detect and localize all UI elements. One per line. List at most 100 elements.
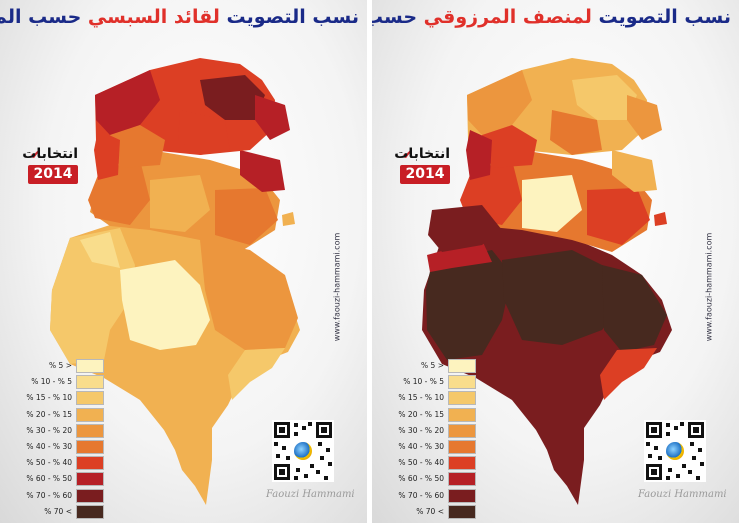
- logo-text: انتخابات: [22, 146, 78, 162]
- map-region-kef: [482, 125, 537, 168]
- legend-label: % 70 - % 60: [398, 490, 444, 500]
- legend-row: % 10 - % 5: [26, 374, 106, 390]
- map-region-west-strip: [427, 240, 492, 272]
- map-region-west-mid: [94, 130, 120, 180]
- legend-row: % 50 - % 40: [26, 455, 106, 471]
- qr-code: [644, 420, 706, 482]
- logo-year: 2014: [28, 165, 78, 184]
- map-left: [50, 58, 300, 505]
- legend-row: % 60 - % 50: [26, 471, 106, 487]
- legend-row: % 30 - % 20: [26, 423, 106, 438]
- legend-label: % 5 >: [49, 361, 72, 370]
- map-region-se-coast: [228, 348, 285, 400]
- legend-swatch: [448, 504, 476, 519]
- legend-row: % 50 - % 40: [398, 455, 478, 471]
- election-logo: ✔ انتخابات 2014: [22, 144, 78, 186]
- legend: % 5 > % 10 - % 5 % 15 - % 10 % 20 - % 15 % 3…: [26, 358, 106, 520]
- legend-swatch: [76, 488, 104, 503]
- legend-swatch: [76, 504, 104, 519]
- map-region-nw: [467, 70, 532, 135]
- legend-swatch: [448, 407, 476, 422]
- legend-swatch: [76, 439, 104, 454]
- legend-swatch: [448, 488, 476, 503]
- legend-row: % 70 - % 60: [398, 488, 478, 503]
- map-region-sidi: [150, 175, 210, 232]
- legend-swatch: [448, 423, 476, 438]
- map-region-east-south: [602, 265, 667, 352]
- legend-swatch: [448, 359, 476, 373]
- map-title: نسب التصويت لقائد السبسي حسب المعتمديات: [0, 6, 359, 28]
- map-region-djerba: [282, 212, 295, 226]
- panel-left: نسب التصويت لقائد السبسي حسب المعتمديات …: [0, 0, 367, 523]
- legend-swatch: [76, 423, 104, 438]
- legend-row: % 60 - % 50: [398, 471, 478, 487]
- legend-swatch: [448, 439, 476, 454]
- legend-row: % 70 - % 60: [26, 488, 106, 503]
- legend-swatch: [76, 456, 104, 471]
- legend-row: % 5 >: [398, 358, 478, 373]
- map-right: [422, 58, 672, 505]
- legend-row: % 20 - % 15: [398, 407, 478, 422]
- legend-label: % 70 <: [44, 506, 72, 516]
- map-region-center-south: [120, 260, 210, 350]
- map-region-se-coast: [600, 348, 657, 400]
- legend-swatch: [448, 375, 476, 390]
- map-region-center-south: [502, 250, 627, 345]
- map-region-kasserine: [428, 205, 502, 252]
- legend-label: % 40 - % 30: [398, 441, 444, 451]
- map-region-sw: [426, 250, 512, 360]
- logo-year: 2014: [400, 165, 450, 184]
- legend-swatch: [76, 375, 104, 390]
- map-region-kef: [110, 125, 165, 168]
- legend-label: % 60 - % 50: [398, 474, 444, 484]
- checkmark-icon: ✔: [402, 147, 414, 163]
- legend-row: % 70 <: [26, 504, 106, 519]
- map-region-capbon: [255, 95, 290, 140]
- legend-label: % 50 - % 40: [398, 458, 444, 468]
- legend-swatch: [76, 391, 104, 406]
- map-region-sfax: [215, 188, 278, 245]
- legend-row: % 5 >: [26, 358, 106, 373]
- legend-label: % 50 - % 40: [26, 458, 72, 468]
- legend-label: % 70 - % 60: [26, 490, 72, 500]
- legend-label: % 20 - % 15: [398, 409, 444, 419]
- map-region-west-strip: [80, 232, 120, 268]
- legend-row: % 15 - % 10: [26, 390, 106, 406]
- legend-row: % 40 - % 30: [26, 439, 106, 454]
- legend-swatch: [448, 456, 476, 471]
- title-part-3: حسب المعتمديات: [372, 6, 418, 28]
- globe-icon: [666, 442, 684, 460]
- map-region-tunis: [200, 75, 265, 120]
- legend-label: % 30 - % 20: [398, 425, 444, 435]
- logo-text: انتخابات: [394, 146, 450, 162]
- map-region-capbon: [627, 95, 662, 140]
- legend-swatch: [76, 359, 104, 373]
- panel-divider: [367, 0, 372, 523]
- legend-row: % 40 - % 30: [398, 439, 478, 454]
- title-part-1: نسب التصويت: [591, 6, 731, 28]
- map-region-sidi: [522, 175, 582, 232]
- signature: Faouzi Hammami: [266, 489, 355, 500]
- legend-label: % 10 - % 5: [31, 377, 72, 387]
- legend-row: % 15 - % 10: [398, 390, 478, 406]
- legend: % 5 > % 10 - % 5 % 15 - % 10 % 20 - % 15 % 3…: [398, 358, 478, 520]
- legend-row: % 20 - % 15: [26, 407, 106, 422]
- globe-icon: [294, 442, 312, 460]
- title-part-3: حسب المعتمديات: [0, 6, 82, 28]
- map-region-east-south: [200, 240, 298, 350]
- map-region-tunis: [572, 75, 637, 120]
- election-logo: ✔ انتخابات 2014: [394, 144, 450, 186]
- map-region-sahel: [240, 150, 285, 192]
- map-region-djerba: [654, 212, 667, 226]
- panel-right: نسب التصويت لمنصف المرزوقي حسب المعتمديا…: [372, 0, 739, 523]
- title-highlight: لقائد السبسي: [87, 6, 220, 28]
- legend-row: % 10 - % 5: [398, 374, 478, 390]
- title-highlight: لمنصف المرزوقي: [423, 6, 592, 28]
- map-title: نسب التصويت لمنصف المرزوقي حسب المعتمديا…: [372, 6, 731, 28]
- legend-swatch: [76, 472, 104, 487]
- legend-swatch: [76, 407, 104, 422]
- legend-row: % 70 <: [398, 504, 478, 519]
- legend-label: % 30 - % 20: [26, 425, 72, 435]
- website-text: www.faouzi-hammami.com: [704, 232, 714, 342]
